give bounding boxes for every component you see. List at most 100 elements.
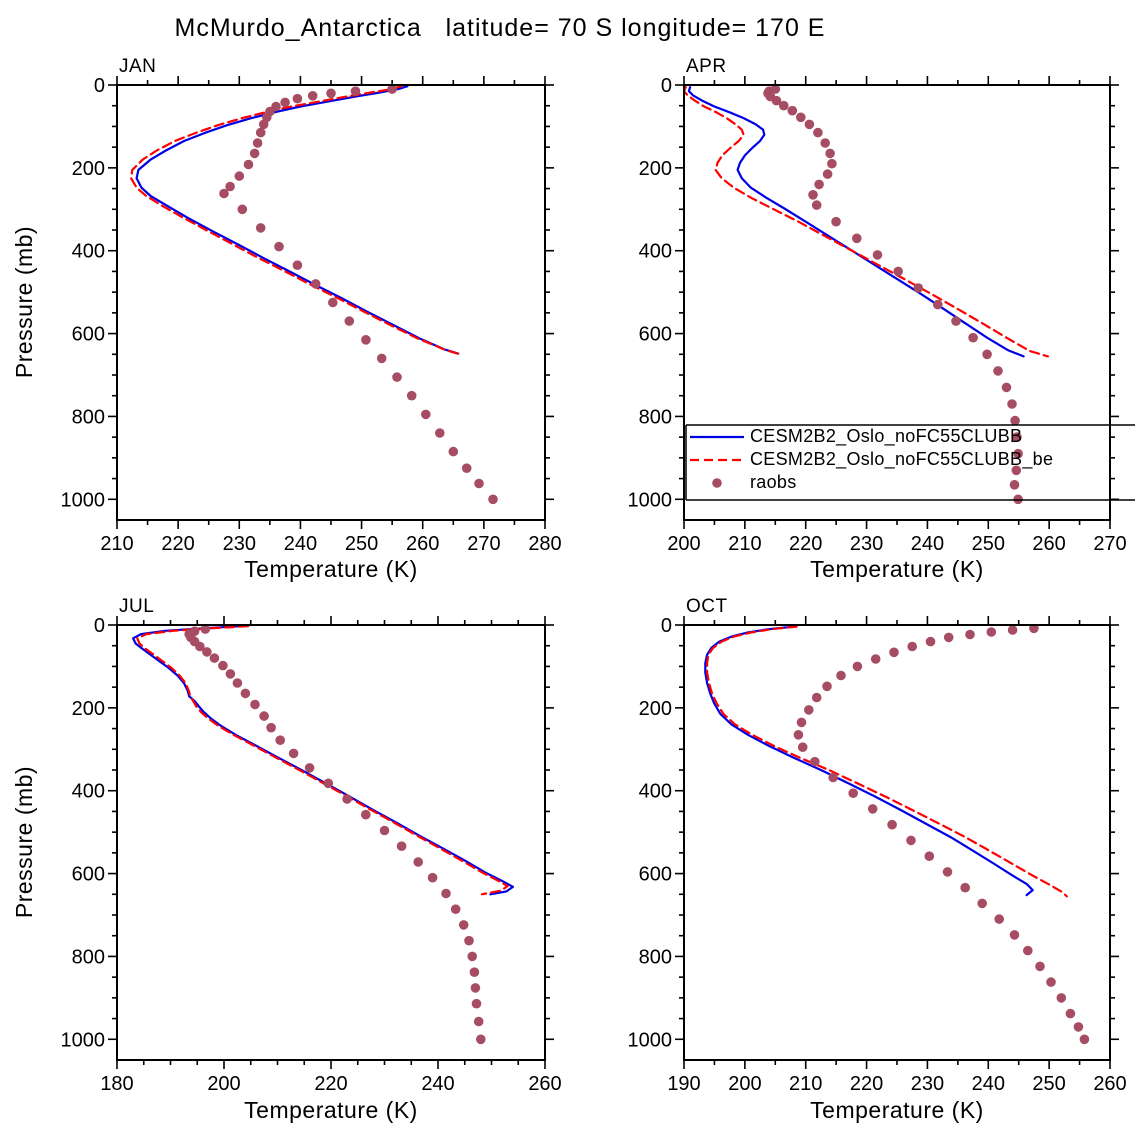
svg-text:200: 200: [728, 1073, 761, 1095]
raobs-dot: [304, 763, 315, 773]
raobs-dot: [259, 711, 269, 721]
raobs-dot: [1035, 961, 1045, 972]
raobs-dot: [392, 372, 402, 382]
raobs-dot: [810, 756, 820, 767]
raobs-dot: [387, 85, 397, 94]
svg-text:0: 0: [661, 615, 672, 637]
panel-label-apr: APR: [686, 56, 727, 77]
raobs-dot: [924, 851, 935, 861]
raobs-dot: [848, 788, 858, 798]
series-line: [684, 86, 1049, 358]
raobs-dot: [252, 138, 263, 148]
raobs-dot: [350, 86, 361, 96]
raobs-dot: [796, 112, 806, 123]
raobs-dot: [435, 428, 445, 438]
svg-text:400: 400: [72, 781, 105, 803]
svg-text:1000: 1000: [61, 1029, 106, 1051]
figure-title: McMurdo_Antarctica latitude= 70 S longit…: [174, 14, 826, 42]
raobs-dot: [787, 105, 798, 116]
svg-text:240: 240: [421, 1073, 454, 1095]
panel-plot-area-apr: [684, 85, 1049, 505]
raobs-dot: [1010, 415, 1020, 426]
raobs-dot: [943, 632, 954, 643]
svg-text:240: 240: [972, 1073, 1005, 1095]
raobs-dot: [887, 819, 897, 830]
raobs-dot: [225, 669, 236, 679]
series-line: [687, 86, 1025, 358]
raobs-dot: [292, 260, 303, 271]
raobs-dot: [965, 629, 975, 640]
svg-text:200: 200: [667, 533, 700, 555]
raobs-dot: [469, 967, 480, 977]
raobs-dot: [209, 653, 220, 663]
raobs-dot: [274, 241, 284, 252]
raobs-dot: [852, 661, 863, 672]
svg-text:200: 200: [639, 158, 672, 180]
series-line: [130, 85, 464, 357]
raobs-dot: [240, 688, 251, 699]
panel-label-jan: JAN: [119, 56, 157, 77]
raobs-dot: [968, 332, 978, 343]
svg-text:800: 800: [639, 406, 672, 428]
svg-text:800: 800: [639, 946, 672, 968]
raobs-dot: [993, 366, 1003, 376]
x-axis-title-jan: Temperature (K): [244, 556, 418, 582]
raobs-dot: [872, 250, 883, 260]
raobs-dot: [255, 223, 266, 233]
raobs-dot: [292, 93, 303, 104]
axis-frame: [116, 624, 546, 1061]
raobs-dot: [1079, 1034, 1090, 1045]
raobs-dot: [797, 742, 808, 752]
raobs-dot: [310, 279, 321, 289]
raobs-dot: [820, 138, 830, 148]
svg-text:800: 800: [72, 406, 105, 428]
raobs-dot: [933, 299, 943, 310]
axis-frame: [683, 624, 1111, 1061]
svg-text:230: 230: [911, 1073, 944, 1095]
svg-text:220: 220: [850, 1073, 883, 1095]
svg-text:220: 220: [161, 533, 194, 555]
panel-plot-area-jan: [130, 85, 498, 505]
svg-text:250: 250: [1032, 1073, 1065, 1095]
series-line: [135, 85, 460, 355]
raobs-dot: [796, 717, 807, 728]
svg-text:240: 240: [284, 533, 317, 555]
raobs-dot: [234, 171, 245, 181]
raobs-dot: [986, 627, 997, 637]
y-axis-title-top-row: Pressure (mb): [11, 225, 37, 379]
raobs-dot: [771, 95, 782, 106]
raobs-dot: [361, 809, 371, 820]
raobs-dot: [870, 654, 881, 664]
raobs-dot: [889, 647, 899, 658]
svg-text:400: 400: [639, 241, 672, 263]
svg-text:600: 600: [72, 324, 105, 346]
svg-text:220: 220: [314, 1073, 347, 1095]
raobs-dot: [942, 867, 953, 877]
raobs-dot: [825, 148, 835, 159]
raobs-dot: [406, 390, 417, 401]
svg-text:280: 280: [528, 533, 561, 555]
svg-text:190: 190: [667, 1073, 700, 1095]
raobs-dot: [811, 200, 822, 210]
raobs-dot: [361, 335, 371, 345]
raobs-dot: [814, 179, 824, 190]
raobs-dot: [828, 772, 838, 783]
x-axis-title-apr: Temperature (K): [810, 556, 984, 582]
raobs-dot: [1046, 977, 1056, 987]
svg-text:230: 230: [850, 533, 883, 555]
raobs-dot: [1009, 930, 1020, 940]
raobs-dot: [474, 478, 484, 489]
raobs-dot: [249, 148, 260, 159]
raobs-dot: [288, 748, 299, 759]
raobs-dot: [421, 409, 431, 420]
raobs-dot: [461, 463, 472, 474]
svg-text:200: 200: [639, 698, 672, 720]
raobs-dot: [232, 678, 243, 688]
svg-text:1000: 1000: [628, 1029, 673, 1051]
raobs-dot: [804, 119, 815, 130]
raobs-dot: [951, 316, 961, 326]
legend-label-raobs: raobs: [750, 472, 797, 492]
raobs-dot: [836, 670, 846, 681]
svg-text:230: 230: [223, 533, 256, 555]
raobs-dot: [344, 316, 355, 326]
